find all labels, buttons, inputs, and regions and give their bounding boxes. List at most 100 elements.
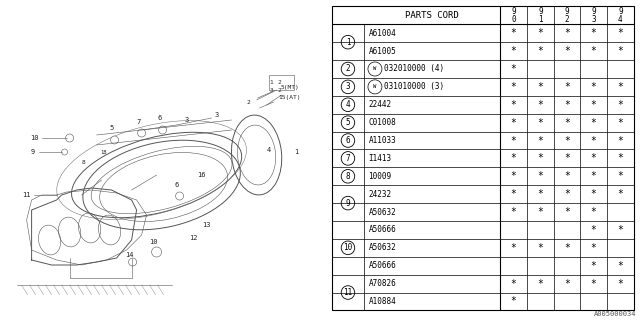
Text: 24232: 24232 xyxy=(369,190,392,199)
Text: *: * xyxy=(538,118,543,128)
Text: 2: 2 xyxy=(278,87,282,92)
Circle shape xyxy=(175,192,184,200)
Text: *: * xyxy=(564,279,570,289)
Text: 22442: 22442 xyxy=(369,100,392,109)
Text: 2: 2 xyxy=(564,15,570,24)
Text: *: * xyxy=(591,82,596,92)
Text: 18: 18 xyxy=(100,149,107,155)
Text: *: * xyxy=(591,100,596,110)
Text: *: * xyxy=(591,189,596,199)
Text: 12: 12 xyxy=(189,235,198,241)
Text: 9: 9 xyxy=(346,199,350,208)
Text: A11033: A11033 xyxy=(369,136,396,145)
Text: *: * xyxy=(591,225,596,235)
Text: 2: 2 xyxy=(278,79,282,84)
Text: A005000034: A005000034 xyxy=(595,311,637,317)
Text: *: * xyxy=(618,225,623,235)
Text: 9: 9 xyxy=(538,7,543,16)
Text: *: * xyxy=(618,279,623,289)
Text: 9: 9 xyxy=(31,149,35,155)
Text: 1: 1 xyxy=(269,79,273,84)
Text: A61005: A61005 xyxy=(369,47,396,56)
Text: A50666: A50666 xyxy=(369,261,396,270)
Text: *: * xyxy=(591,135,596,146)
Text: 032010000 (4): 032010000 (4) xyxy=(384,65,444,74)
Text: 7: 7 xyxy=(346,154,350,163)
Circle shape xyxy=(65,134,74,142)
Text: 2: 2 xyxy=(247,100,250,105)
Text: PARTS CORD: PARTS CORD xyxy=(405,11,459,20)
Text: *: * xyxy=(564,243,570,253)
Text: 11: 11 xyxy=(343,288,353,297)
Text: *: * xyxy=(538,189,543,199)
Text: *: * xyxy=(591,279,596,289)
Text: *: * xyxy=(618,171,623,181)
Text: A10884: A10884 xyxy=(369,297,396,306)
Text: *: * xyxy=(591,243,596,253)
Circle shape xyxy=(129,258,136,266)
Text: *: * xyxy=(564,82,570,92)
Text: 15(AT): 15(AT) xyxy=(278,95,301,100)
Text: *: * xyxy=(591,46,596,56)
Text: *: * xyxy=(511,135,516,146)
Text: 6: 6 xyxy=(175,182,179,188)
Text: *: * xyxy=(511,279,516,289)
Text: *: * xyxy=(538,100,543,110)
Text: *: * xyxy=(511,118,516,128)
Text: *: * xyxy=(511,82,516,92)
Text: A70826: A70826 xyxy=(369,279,396,288)
Text: *: * xyxy=(591,28,596,38)
Text: 4: 4 xyxy=(266,147,271,153)
Text: *: * xyxy=(591,261,596,271)
Text: *: * xyxy=(618,100,623,110)
Text: 14: 14 xyxy=(125,252,134,258)
Text: 5(MT): 5(MT) xyxy=(281,85,300,91)
Text: *: * xyxy=(618,46,623,56)
Text: *: * xyxy=(538,153,543,164)
Text: A50632: A50632 xyxy=(369,243,396,252)
Text: *: * xyxy=(618,118,623,128)
Text: *: * xyxy=(538,171,543,181)
Text: A50666: A50666 xyxy=(369,225,396,235)
Text: *: * xyxy=(618,135,623,146)
Text: *: * xyxy=(538,28,543,38)
Text: *: * xyxy=(511,100,516,110)
Text: *: * xyxy=(511,189,516,199)
Text: *: * xyxy=(618,153,623,164)
Text: *: * xyxy=(618,82,623,92)
Circle shape xyxy=(159,126,166,134)
Text: *: * xyxy=(511,171,516,181)
Text: A61004: A61004 xyxy=(369,29,396,38)
Text: 6: 6 xyxy=(157,115,162,121)
Text: 5: 5 xyxy=(346,118,350,127)
Text: *: * xyxy=(511,153,516,164)
Text: *: * xyxy=(564,28,570,38)
Circle shape xyxy=(111,136,118,144)
Text: 1: 1 xyxy=(294,149,299,155)
Text: *: * xyxy=(538,82,543,92)
Text: 7: 7 xyxy=(136,119,141,125)
Text: 031010000 (3): 031010000 (3) xyxy=(384,82,444,92)
Text: 8: 8 xyxy=(82,159,86,164)
Text: *: * xyxy=(618,189,623,199)
Text: 0: 0 xyxy=(511,15,516,24)
Text: *: * xyxy=(511,64,516,74)
Text: *: * xyxy=(511,296,516,307)
Text: 11: 11 xyxy=(22,192,31,198)
Text: *: * xyxy=(511,243,516,253)
Text: *: * xyxy=(538,135,543,146)
Text: *: * xyxy=(591,171,596,181)
Text: *: * xyxy=(564,171,570,181)
Text: 3: 3 xyxy=(184,117,189,123)
Text: 5: 5 xyxy=(109,125,114,131)
Circle shape xyxy=(61,149,68,155)
Text: 2: 2 xyxy=(346,65,350,74)
Text: 13: 13 xyxy=(202,222,211,228)
Text: 3: 3 xyxy=(269,87,273,92)
Text: 1: 1 xyxy=(346,38,350,47)
Text: *: * xyxy=(564,46,570,56)
Circle shape xyxy=(152,247,161,257)
Text: *: * xyxy=(538,279,543,289)
Text: *: * xyxy=(564,207,570,217)
Text: 10: 10 xyxy=(30,135,39,141)
